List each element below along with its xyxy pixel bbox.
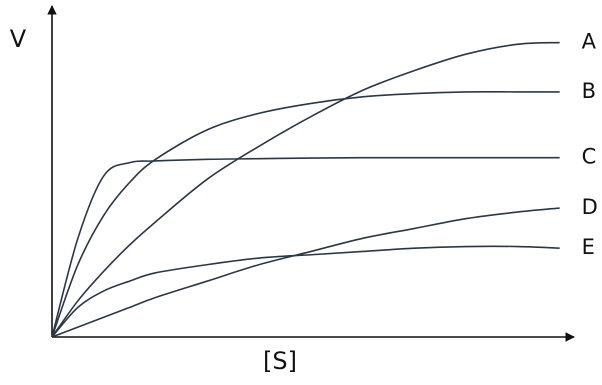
series-label: A (582, 30, 597, 54)
curve (51, 90, 560, 338)
curve (51, 41, 560, 338)
series-label: E (582, 235, 595, 259)
series-label: B (582, 79, 596, 103)
y-axis-label: V (10, 25, 27, 53)
curve (51, 156, 560, 338)
x-axis-label: [S] (263, 347, 297, 375)
curve (51, 207, 560, 338)
series-label: D (582, 195, 598, 219)
series-label: C (582, 145, 597, 169)
curve (51, 245, 560, 338)
